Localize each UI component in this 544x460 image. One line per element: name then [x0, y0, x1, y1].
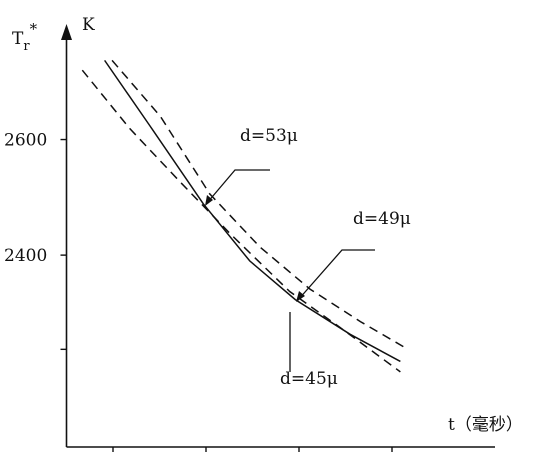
x-axis-label: t（毫秒） [448, 415, 523, 435]
y-tick-label: 2400 [4, 246, 47, 266]
series-label: d=45μ [280, 369, 338, 389]
y-axis-label: Tr* [12, 20, 38, 54]
series-line [81, 69, 401, 373]
y-axis-unit: K [82, 15, 95, 35]
annotation-leaders [206, 169, 375, 372]
series-line [111, 59, 406, 349]
series-label: d=49μ [353, 209, 411, 229]
y-tick-label: 2600 [4, 131, 47, 151]
y-label-sub: r [23, 39, 30, 54]
arrowheads [205, 195, 305, 302]
leader [297, 249, 375, 301]
arrowhead [296, 291, 305, 302]
series-label: d=53μ [240, 126, 298, 146]
y-label-base: T [12, 29, 24, 49]
arrowhead [205, 195, 213, 206]
leader [206, 169, 270, 204]
y-axis-arrow [61, 24, 72, 40]
y-label-sup: * [30, 20, 38, 38]
